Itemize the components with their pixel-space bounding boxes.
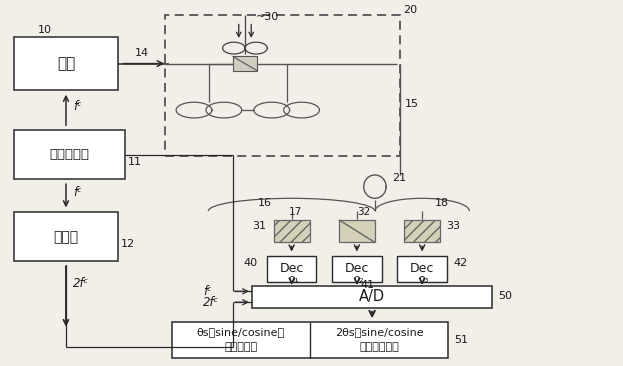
Text: 17: 17: [288, 208, 302, 217]
Text: 20: 20: [403, 5, 417, 15]
Text: 42: 42: [453, 258, 467, 268]
Text: 50: 50: [498, 291, 512, 300]
Text: 2θs的sine/cosine: 2θs的sine/cosine: [335, 327, 423, 337]
Text: 32: 32: [357, 208, 370, 217]
FancyBboxPatch shape: [232, 56, 257, 71]
Text: 14: 14: [135, 48, 148, 58]
Text: 信号发生器: 信号发生器: [50, 148, 90, 161]
Text: 11: 11: [128, 157, 142, 168]
Text: 2fᶜ: 2fᶜ: [202, 296, 219, 309]
Text: 51: 51: [454, 335, 468, 345]
Text: Dec: Dec: [345, 262, 369, 275]
Text: Dec: Dec: [280, 262, 304, 275]
Text: 2fᶜ: 2fᶜ: [74, 277, 90, 290]
Text: 31: 31: [252, 221, 266, 231]
FancyBboxPatch shape: [14, 212, 118, 261]
Text: 光源: 光源: [57, 56, 75, 71]
Text: fᶜ: fᶜ: [74, 186, 82, 199]
FancyBboxPatch shape: [267, 255, 316, 282]
FancyBboxPatch shape: [172, 322, 449, 358]
Text: Dec: Dec: [410, 262, 434, 275]
Text: 12: 12: [121, 239, 135, 249]
Text: ~30: ~30: [256, 12, 280, 22]
Text: fᶜ: fᶜ: [74, 100, 82, 113]
Text: 21: 21: [392, 173, 406, 183]
Text: 16: 16: [257, 198, 272, 208]
Text: 18: 18: [435, 198, 449, 208]
FancyBboxPatch shape: [273, 220, 310, 242]
Text: 40: 40: [243, 258, 257, 268]
Text: 15: 15: [405, 99, 419, 109]
Text: 41: 41: [360, 280, 374, 290]
FancyBboxPatch shape: [14, 37, 118, 90]
Text: o₃: o₃: [419, 274, 429, 284]
FancyBboxPatch shape: [339, 220, 375, 242]
Text: o₂: o₂: [353, 274, 364, 284]
Text: 倍频器: 倍频器: [54, 230, 78, 244]
Text: θs的sine/cosine成: θs的sine/cosine成: [197, 327, 285, 337]
Text: fᶜ: fᶜ: [202, 285, 211, 298]
FancyBboxPatch shape: [397, 255, 447, 282]
FancyBboxPatch shape: [404, 220, 440, 242]
Text: 33: 33: [447, 221, 460, 231]
Text: 分解调模块: 分解调模块: [224, 342, 257, 352]
FancyBboxPatch shape: [14, 130, 125, 179]
Text: 成分解调模块: 成分解调模块: [359, 342, 399, 352]
Text: A/D: A/D: [359, 289, 385, 304]
Text: 10: 10: [38, 25, 52, 35]
FancyBboxPatch shape: [252, 286, 492, 308]
FancyBboxPatch shape: [332, 255, 382, 282]
Text: o₁: o₁: [288, 274, 298, 284]
